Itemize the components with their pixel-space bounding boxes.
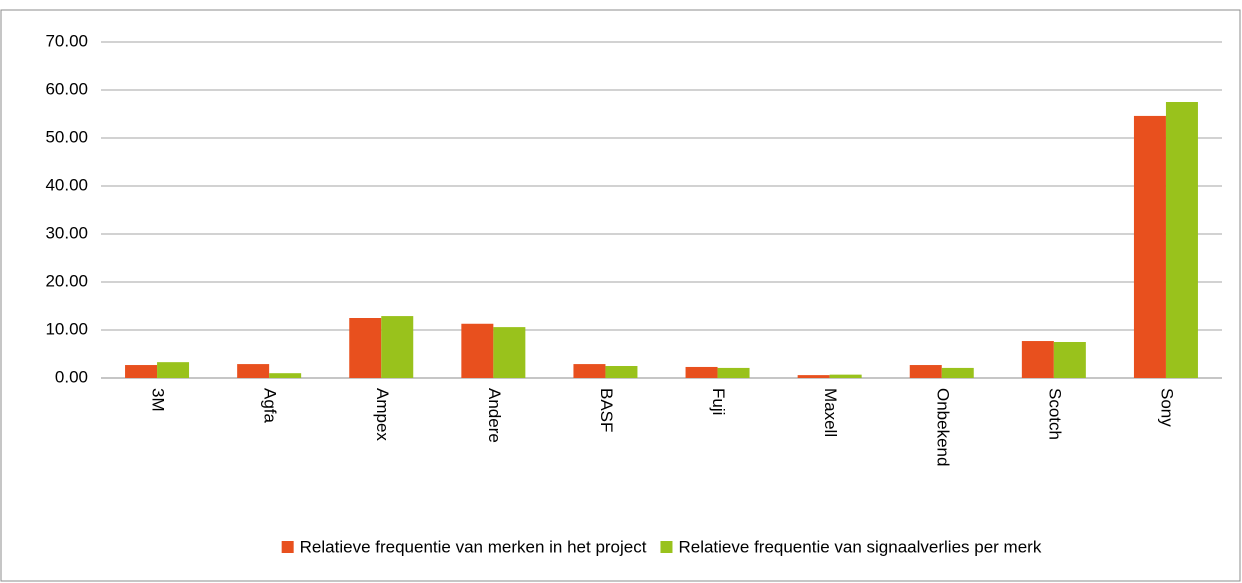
x-tick-label: BASF [597,388,616,432]
bar [381,316,414,378]
legend-swatch [660,541,673,553]
x-tick-label: Maxell [821,388,840,437]
bar [461,323,494,378]
y-tick-label: 0.00 [55,367,88,386]
bar [909,365,942,378]
bar [269,373,302,378]
bar [685,366,718,378]
bar [1133,115,1166,379]
legend-swatch [281,541,294,553]
legend-label: Relatieve frequentie van signaalverlies … [678,537,1041,556]
y-tick-label: 70.00 [45,31,88,50]
bar [797,375,830,378]
bar [829,374,862,378]
x-tick-label: Sony [1157,388,1176,427]
y-tick-label: 50.00 [45,127,88,146]
bar [157,362,190,378]
x-tick-label: Ampex [373,388,392,441]
bar [1021,341,1054,378]
x-tick-label: Onbekend [933,388,952,466]
y-tick-label: 40.00 [45,175,88,194]
y-tick-label: 30.00 [45,223,88,242]
x-tick-label: Agfa [261,388,280,424]
legend-label: Relatieve frequentie van merken in het p… [300,537,647,556]
bar [941,367,974,378]
y-tick-label: 20.00 [45,271,88,290]
x-tick-label: 3M [149,388,168,412]
bar [237,364,270,378]
x-tick-label: Andere [485,388,504,443]
y-tick-label: 60.00 [45,79,88,98]
chart-border [0,9,1241,582]
x-tick-label: Scotch [1045,388,1064,440]
bar [1053,342,1086,378]
bar [605,366,638,378]
bar [1165,102,1198,378]
bar [573,364,606,378]
y-tick-label: 10.00 [45,319,88,338]
bar [349,318,382,378]
bar [717,367,750,378]
bar [493,327,526,378]
bar [125,365,158,378]
x-tick-label: Fuji [709,388,728,415]
